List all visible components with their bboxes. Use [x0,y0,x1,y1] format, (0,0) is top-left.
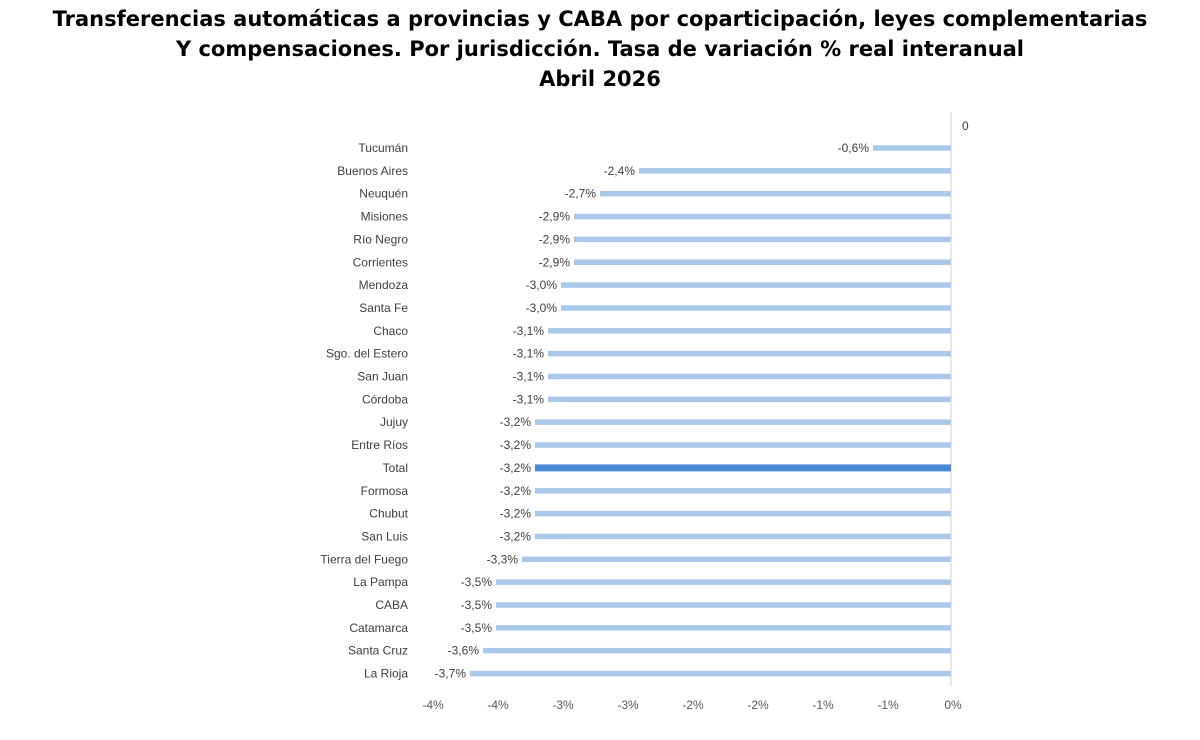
x-axis-ticks-group: -4% -4% -3% -3% -2% -2% -1% -1% 0% [422,698,962,712]
bar [535,510,951,517]
bar [496,625,951,631]
data-label: -3,2% [500,507,532,521]
category-label: La Rioja [364,667,408,681]
bar [496,579,951,585]
data-label: -3,2% [500,484,532,498]
category-label: Córdoba [362,392,408,406]
category-label: Tierra del Fuego [320,552,408,566]
x-tick-label: -2% [682,698,704,712]
data-label: -0,6% [838,141,870,155]
x-tick-label: -4% [422,698,444,712]
data-label: -3,0% [526,301,558,315]
bar [548,350,951,357]
category-label: Tucumán [358,141,408,155]
data-label: -3,2% [500,461,532,475]
bar [873,145,951,151]
category-label: San Juan [357,370,408,384]
category-label: Jujuy [380,415,408,429]
bar [574,213,951,220]
data-label: -3,2% [500,415,532,429]
category-label: Formosa [361,484,409,498]
data-label: -2,4% [604,164,636,178]
bar [535,488,951,494]
category-label: Sgo. del Estero [326,347,408,361]
x-tick-label: -1% [812,698,834,712]
bar [470,670,951,677]
bar [574,236,951,243]
chart-title-line-1: Transferencias automáticas a provincias … [52,7,1148,31]
data-label: -3,5% [461,621,493,635]
chart-title-line-2: Y compensaciones. Por jurisdicción. Tasa… [175,37,1025,61]
chart-title-line-3: Abril 2026 [539,67,661,91]
chart-title: Transferencias automáticas a provincias … [0,4,1200,94]
data-label: -3,2% [500,529,532,543]
x-tick-label: -3% [552,698,574,712]
category-label: Total [383,461,408,475]
x-tick-label: -4% [487,698,509,712]
bar [496,602,951,608]
category-label: Chaco [373,324,408,338]
category-label: Corrientes [353,255,408,269]
data-label: -3,2% [500,438,532,452]
category-label: Chubut [369,507,408,521]
data-label: -2,9% [539,255,571,269]
data-label: -3,1% [513,324,545,338]
bar [535,419,951,425]
bar [522,556,951,563]
category-label: Buenos Aires [337,164,408,178]
data-label: -2,7% [565,187,597,201]
data-label: -3,7% [435,667,467,681]
bar [561,282,951,288]
category-label: Neuquén [359,187,408,201]
bar [639,168,951,174]
category-label: Santa Cruz [348,644,408,658]
data-label: -3,1% [513,392,545,406]
bar [535,464,951,472]
data-label: -3,5% [461,598,493,612]
data-label: -3,1% [513,347,545,361]
category-label: Catamarca [349,621,408,635]
top-axis-label: 0 [962,119,969,133]
category-label: La Pampa [353,575,408,589]
category-label: Misiones [361,210,408,224]
data-label: -3,0% [526,278,558,292]
bar [483,647,951,654]
x-tick-label: -2% [747,698,769,712]
category-labels-group: Tucumán Buenos Aires Neuquén Misiones Río Ne… [320,141,408,681]
bar [548,328,951,334]
category-label: CABA [375,598,408,612]
bar [574,259,951,265]
bar [548,396,951,403]
data-label: -3,6% [448,644,480,658]
category-label: Río Negro [353,232,408,246]
category-label: Entre Ríos [351,438,408,452]
bars-group [470,145,951,677]
data-label: -3,3% [487,552,519,566]
category-label: San Luis [361,529,408,543]
category-label: Mendoza [359,278,409,292]
data-label: -2,9% [539,232,571,246]
data-label: -3,1% [513,370,545,384]
x-tick-label: 0% [944,698,962,712]
x-tick-label: -3% [617,698,639,712]
bar [548,373,951,380]
bar [535,533,951,540]
bar [535,442,951,448]
data-label: -2,9% [539,210,571,224]
category-label: Santa Fe [359,301,408,315]
x-tick-label: -1% [877,698,899,712]
data-label: -3,5% [461,575,493,589]
bar [600,190,951,197]
data-labels-group: -0,6% -2,4% -2,7% -2,9% -2,9% -2,9% -3,0% -3,0%… [435,141,870,681]
bar [561,305,951,311]
